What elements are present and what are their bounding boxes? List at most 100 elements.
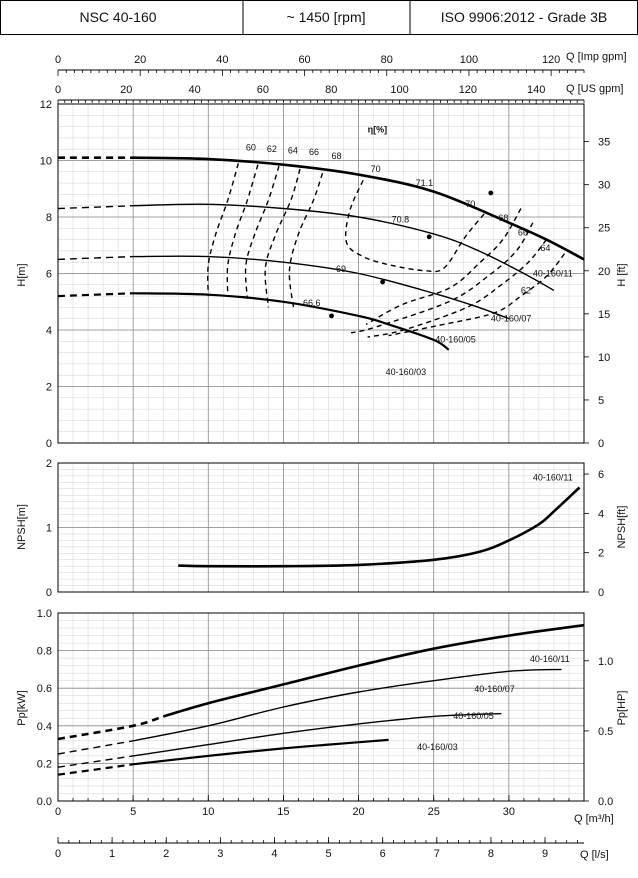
tick-label: 0	[55, 806, 61, 818]
y-tick-label: 6	[46, 269, 52, 281]
right-tick-label: 5	[598, 395, 604, 407]
tick-label: 1	[109, 848, 115, 860]
y-tick-label: 2	[46, 382, 52, 394]
ls-axis: 0 1 2 3 4 5 6 7 8 9	[55, 837, 584, 860]
right-tick-label: 10	[598, 352, 610, 364]
tick-label: 120	[542, 54, 560, 66]
y-tick-label: 0	[46, 587, 52, 599]
tick-label: 20	[352, 806, 364, 818]
curve-40-160-03	[132, 738, 389, 766]
right-tick-label: 4	[598, 508, 604, 520]
tick-label: 5	[326, 848, 332, 860]
plot-frame	[57, 103, 585, 444]
pump-speed: ~ 1450 [rpm]	[287, 9, 366, 25]
imp-gpm-axis: 0 20 40 60 80 100 120	[55, 54, 585, 76]
efficiency-label: 71.1	[416, 178, 434, 188]
curve-40-160-07-dashed	[57, 205, 134, 210]
curve-40-160-05-dashed	[57, 755, 134, 768]
curve-40-160-07	[133, 203, 555, 292]
right-tick-label: 25	[598, 223, 610, 235]
y-tick-label: 0.8	[37, 646, 52, 658]
curve-40-160-05	[133, 255, 510, 320]
tick-label: 60	[298, 54, 310, 66]
efficiency-label: 60	[246, 143, 256, 153]
y-tick-label: 2	[46, 458, 52, 470]
tick-label: 40	[216, 54, 228, 66]
y-tick-label: 0.2	[37, 758, 52, 770]
bep-marker	[380, 279, 386, 285]
curve-40-160-11-dashed	[57, 715, 164, 741]
y-tick-label: 4	[46, 325, 52, 337]
tick-label: 3	[217, 848, 223, 860]
us-gpm-axis-label: Q [US gpm]	[566, 83, 623, 95]
tick-label: 10	[202, 806, 214, 818]
y-tick-label: 0.4	[37, 721, 52, 733]
pump-model: NSC 40-160	[79, 9, 156, 25]
iso-efficiency-curve	[350, 222, 534, 334]
right-tick-label: 1.0	[598, 656, 613, 668]
tick-label: 6	[380, 848, 386, 860]
bep-marker	[488, 190, 494, 196]
tick-label: 2	[163, 848, 169, 860]
series-label: 40-160/03	[386, 367, 427, 377]
header-table: NSC 40-160 ~ 1450 [rpm] ISO 9906:2012 - …	[0, 0, 638, 35]
efficiency-label: 66	[309, 147, 319, 157]
efficiency-label: 70.8	[392, 215, 410, 225]
power-panel: 0.0 0.2 0.4 0.6 0.8 1.0 0.0 0.5 1.0 40-160/11 40-1…	[37, 608, 614, 808]
head-left-axis-label: H[m]	[16, 263, 28, 286]
bep-marker	[329, 313, 334, 319]
tick-label: 100	[460, 54, 478, 66]
efficiency-label: 70	[465, 199, 475, 209]
right-tick-label: 0	[598, 438, 604, 450]
curve-40-160-05	[132, 712, 502, 757]
efficiency-title: η[%]	[368, 124, 388, 134]
iso-efficiency-curve	[264, 168, 301, 308]
series-label: 40-160/03	[417, 742, 458, 752]
y-tick-label: 1	[46, 523, 52, 535]
iso-efficiency-curve	[388, 253, 566, 337]
iso-efficiency-curve	[365, 208, 522, 326]
right-tick-label: 0.5	[598, 726, 613, 738]
bep-marker	[426, 234, 432, 240]
series-label: 40-160/05	[435, 335, 476, 345]
top-axes: 0 20 40 60 80 100 120 Q [Imp gpm] 0 20 40 60 80 100…	[55, 51, 627, 106]
imp-gpm-axis-label: Q [Imp gpm]	[566, 51, 627, 63]
tick-label: 7	[434, 848, 440, 860]
right-tick-label: 0.0	[598, 796, 613, 808]
curve-40-160-11	[178, 486, 581, 568]
curve-40-160-11	[133, 156, 585, 261]
power-left-axis-label: Pp[kW]	[16, 690, 28, 725]
tick-label: 120	[459, 84, 477, 96]
tick-label: 140	[527, 84, 545, 96]
tick-label: 20	[120, 84, 132, 96]
tick-label: 40	[188, 84, 200, 96]
tick-label: 25	[428, 806, 440, 818]
efficiency-label: 66	[518, 227, 528, 237]
curve-40-160-03-dashed	[57, 763, 134, 776]
tick-label: 0	[55, 54, 61, 66]
iso-efficiency-curve	[344, 180, 487, 273]
iso-efficiency-curve	[226, 164, 259, 297]
efficiency-label: 70	[371, 164, 381, 174]
series-label: 40-160/11	[533, 268, 573, 278]
npsh-right-axis-label: NPSH[ft]	[616, 506, 628, 549]
test-standard: ISO 9906:2012 - Grade 3B	[441, 9, 608, 25]
tick-label: 80	[325, 84, 337, 96]
tick-label: 5	[130, 806, 136, 818]
us-gpm-axis: 0 20 40 60 80 100 120 140	[55, 84, 585, 106]
iso-efficiency-curve	[288, 172, 324, 311]
y-tick-label: 10	[40, 156, 52, 168]
npsh-left-axis-label: NPSH[m]	[16, 504, 28, 550]
tick-label: 4	[271, 848, 277, 860]
tick-label: 15	[277, 806, 289, 818]
iso-efficiency-curve	[367, 239, 547, 338]
tick-label: 60	[257, 84, 269, 96]
tick-label: 9	[542, 848, 548, 860]
right-tick-label: 6	[598, 469, 604, 481]
npsh-panel: 0 1 2 0 2 4 6 40-160/11	[46, 458, 604, 599]
y-tick-label: 0	[46, 438, 52, 450]
tick-label: 20	[134, 54, 146, 66]
tick-label: 0	[55, 84, 61, 96]
tick-label: 0	[55, 848, 61, 860]
